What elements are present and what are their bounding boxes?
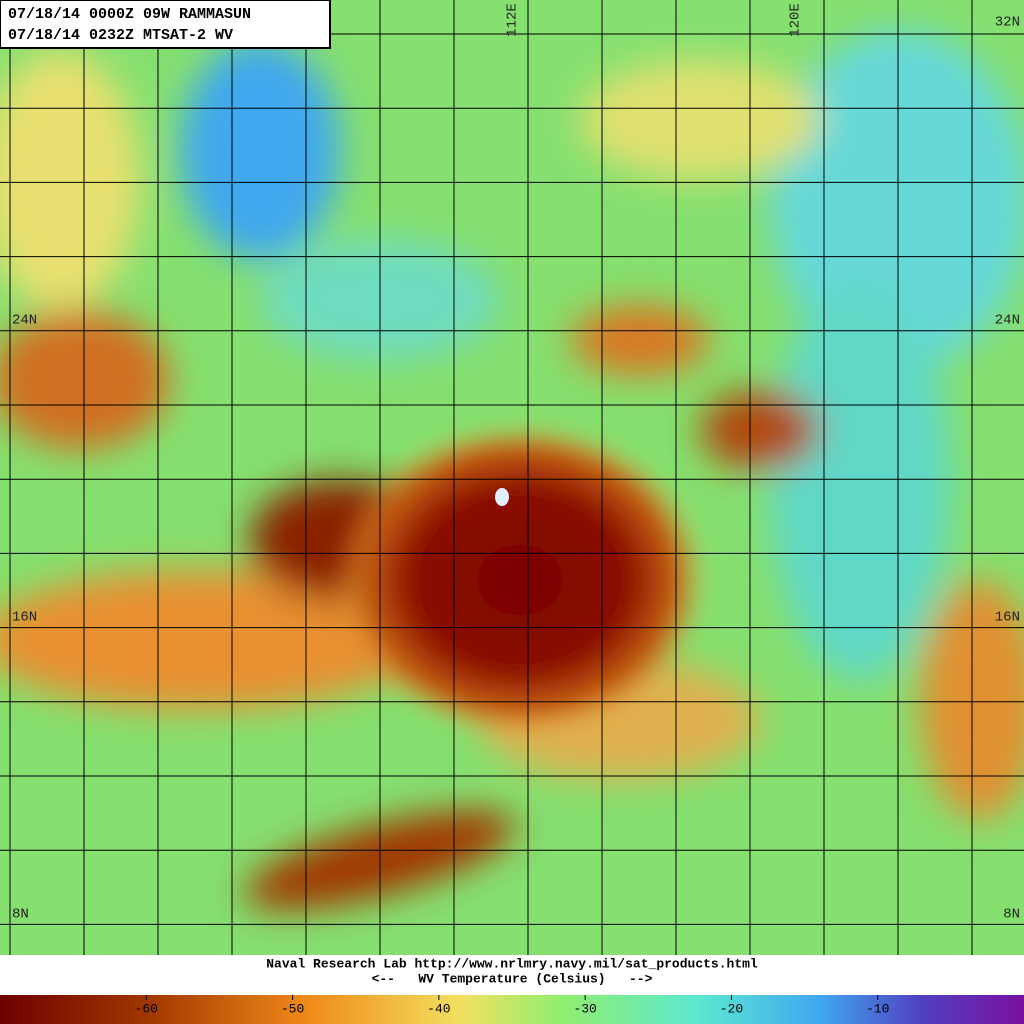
lat-label: 16N <box>995 610 1020 626</box>
colorbar-tick-label: -30 <box>573 1001 596 1016</box>
colorbar <box>0 995 1024 1024</box>
lat-label: 32N <box>995 15 1020 31</box>
colorbar-ticks: -60 -50 -40 -30 -20 -10 <box>135 995 889 1016</box>
colorbar-tick-label: -20 <box>720 1001 743 1016</box>
colorbar-tick-label: -60 <box>135 1001 158 1016</box>
header-box <box>0 0 331 49</box>
lon-label: 120E <box>788 3 804 37</box>
lat-label: 24N <box>995 313 1020 329</box>
colorbar-title: <-- WV Temperature (Celsius) --> <box>372 971 653 986</box>
header-line: 07/18/14 0000Z 09W RAMMASUN <box>8 6 251 23</box>
credit: Naval Research Lab http://www.nrlmry.nav… <box>266 956 758 971</box>
lat-label: 8N <box>12 907 29 923</box>
footer-band <box>0 955 1024 995</box>
imagery <box>0 0 1024 955</box>
colorbar-tick-label: -40 <box>427 1001 450 1016</box>
lat-label: 24N <box>12 313 37 329</box>
colorbar-tick-label: -10 <box>866 1001 889 1016</box>
colorbar-tick-label: -50 <box>281 1001 304 1016</box>
lon-label: 112E <box>505 3 521 37</box>
lat-label: 16N <box>12 610 37 626</box>
lat-label: 8N <box>1003 907 1020 923</box>
header-line: 07/18/14 0232Z MTSAT-2 WV <box>8 27 233 44</box>
lat-lon-grid <box>0 0 1024 955</box>
